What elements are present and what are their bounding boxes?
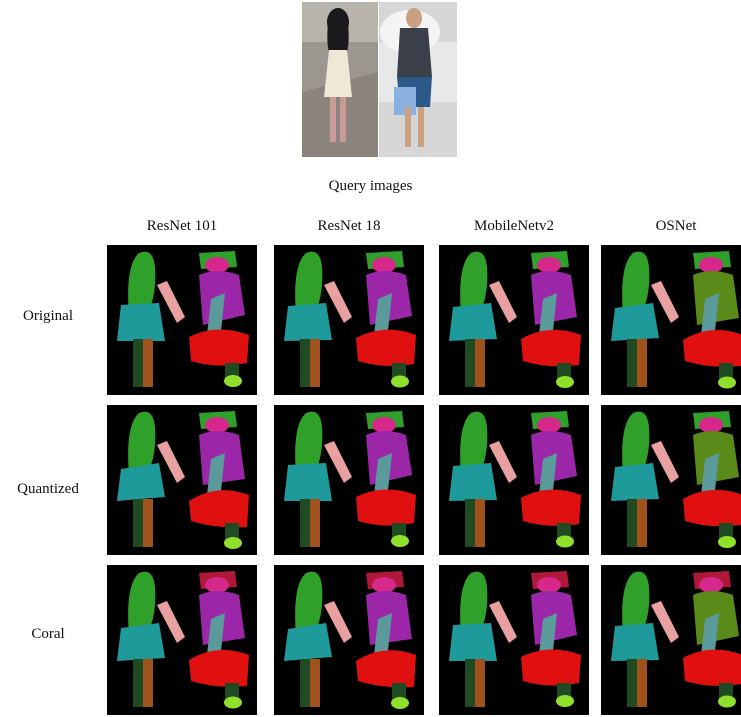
segmentation-map-coral-osnet (601, 565, 741, 715)
segmentation-map-quantized-resnet18 (274, 405, 424, 555)
query-images (302, 2, 457, 157)
segmentation-map-original-resnet18 (274, 245, 424, 395)
column-header-resnet18: ResNet 18 (317, 218, 381, 234)
column-header-resnet101: ResNet 101 (146, 218, 218, 234)
segmentation-map-coral-resnet101 (107, 565, 257, 715)
segmentation-map-quantized-resnet101 (107, 405, 257, 555)
column-header-osnet: OSNet (655, 218, 697, 234)
row-label-coral: Coral (31, 626, 65, 642)
segmentation-map-original-resnet101 (107, 245, 257, 395)
query-caption: Query images (328, 178, 413, 194)
segmentation-map-quantized-osnet (601, 405, 741, 555)
segmentation-map-coral-mobilenetv2 (439, 565, 589, 715)
segmentation-map-original-mobilenetv2 (439, 245, 589, 395)
row-label-original: Original (23, 308, 73, 324)
column-header-mobilenetv2: MobileNetv2 (474, 218, 554, 234)
row-label-quantized: Quantized (17, 481, 79, 497)
segmentation-map-quantized-mobilenetv2 (439, 405, 589, 555)
segmentation-map-original-osnet (601, 245, 741, 395)
segmentation-map-coral-resnet18 (274, 565, 424, 715)
